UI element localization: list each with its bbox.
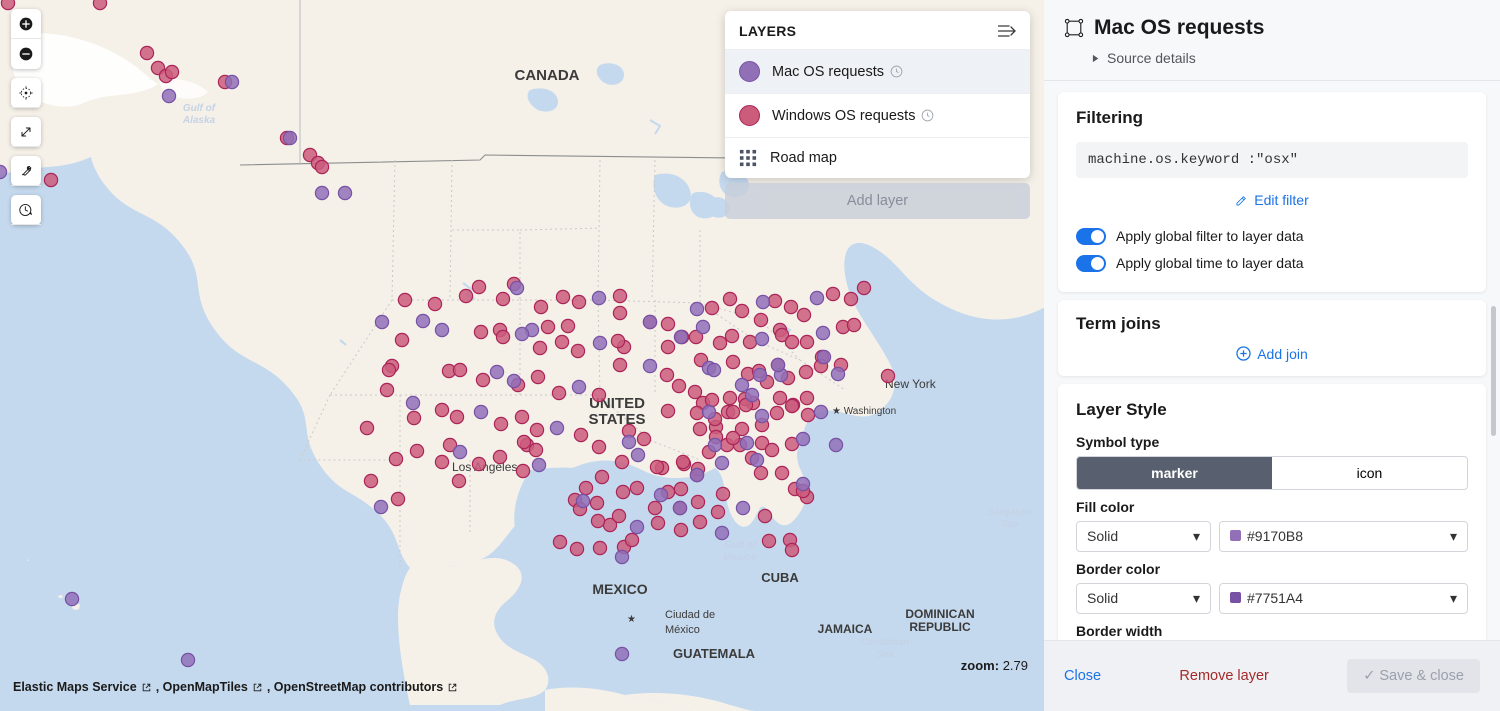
svg-text:DOMINICAN: DOMINICAN: [905, 607, 974, 621]
svg-text:Sea: Sea: [1001, 519, 1019, 530]
svg-text:★ Washington: ★ Washington: [832, 406, 896, 417]
svg-text:MEXICO: MEXICO: [592, 581, 647, 597]
svg-text:GUATEMALA: GUATEMALA: [673, 646, 756, 661]
svg-text:Mexico: Mexico: [723, 552, 757, 563]
svg-text:Alaska: Alaska: [182, 115, 216, 126]
svg-text:REPUBLIC: REPUBLIC: [909, 620, 971, 634]
svg-text:STATES: STATES: [589, 411, 646, 428]
svg-text:JAMAICA: JAMAICA: [818, 622, 873, 636]
svg-text:CANADA: CANADA: [515, 67, 580, 84]
svg-text:Caribbean: Caribbean: [861, 637, 910, 648]
svg-text:Gulf of: Gulf of: [724, 540, 758, 551]
svg-text:★: ★: [627, 614, 636, 625]
svg-text:CUBA: CUBA: [761, 570, 799, 585]
svg-text:Sea: Sea: [876, 649, 894, 660]
svg-text:Gulf of: Gulf of: [183, 103, 217, 114]
svg-text:México: México: [665, 624, 700, 636]
svg-text:Ciudad de: Ciudad de: [665, 609, 715, 621]
svg-text:Sargasso: Sargasso: [987, 507, 1032, 518]
